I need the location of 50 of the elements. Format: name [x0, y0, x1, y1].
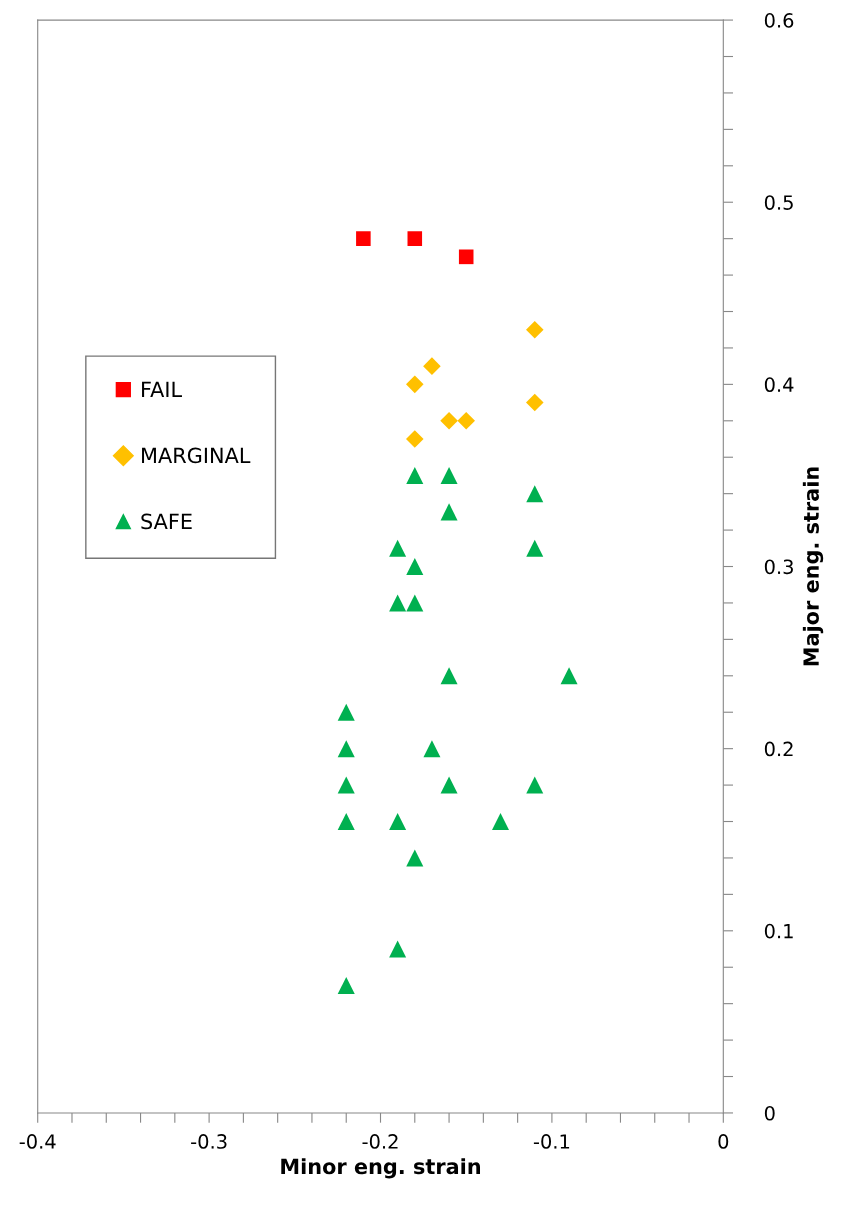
legend-label: MARGINAL [142, 447, 251, 464]
point [491, 813, 509, 831]
point [406, 594, 424, 612]
point [356, 231, 371, 246]
point [526, 539, 544, 557]
y-tick-label: 0.6 [764, 13, 794, 28]
point [440, 466, 458, 484]
point [440, 667, 458, 685]
point [389, 539, 407, 557]
point [389, 940, 407, 958]
point [406, 849, 424, 867]
x-tick-label: -0.2 [362, 1134, 398, 1149]
y-axis-title: Major eng. strain [802, 467, 824, 666]
point [525, 320, 544, 339]
point [423, 357, 441, 375]
point [440, 412, 458, 430]
legend-label: SAFE [141, 513, 192, 530]
y-tick-label: 0.4 [764, 377, 794, 393]
y-tick-label: 0 [764, 1105, 775, 1121]
point [526, 485, 544, 503]
point [406, 430, 424, 448]
point [457, 412, 475, 430]
point [458, 249, 474, 265]
point [526, 776, 544, 794]
y-tick-label: 0.2 [764, 741, 793, 757]
y-tick-label: 0.3 [764, 559, 793, 575]
x-tick-label: -0.3 [191, 1134, 227, 1149]
point [440, 776, 458, 794]
x-axis-title: Minor eng. strain [281, 1158, 481, 1179]
x-tick-label: -0.1 [533, 1134, 570, 1149]
point [423, 740, 441, 758]
point [406, 558, 424, 576]
point [337, 776, 355, 794]
x-tick-label: 0 [718, 1134, 729, 1149]
y-tick-label: 0.1 [764, 923, 793, 939]
point [406, 375, 424, 394]
point [337, 813, 355, 831]
point [406, 466, 424, 484]
point [525, 393, 544, 412]
point [407, 231, 423, 246]
point [337, 703, 355, 721]
point [389, 594, 407, 612]
point [440, 503, 458, 521]
point [337, 976, 355, 994]
point [560, 667, 578, 685]
legend-label: FAIL [142, 381, 182, 397]
y-tick-label: 0.5 [764, 195, 793, 210]
point [337, 740, 355, 758]
point [389, 813, 407, 831]
x-tick-label: -0.4 [19, 1134, 56, 1149]
